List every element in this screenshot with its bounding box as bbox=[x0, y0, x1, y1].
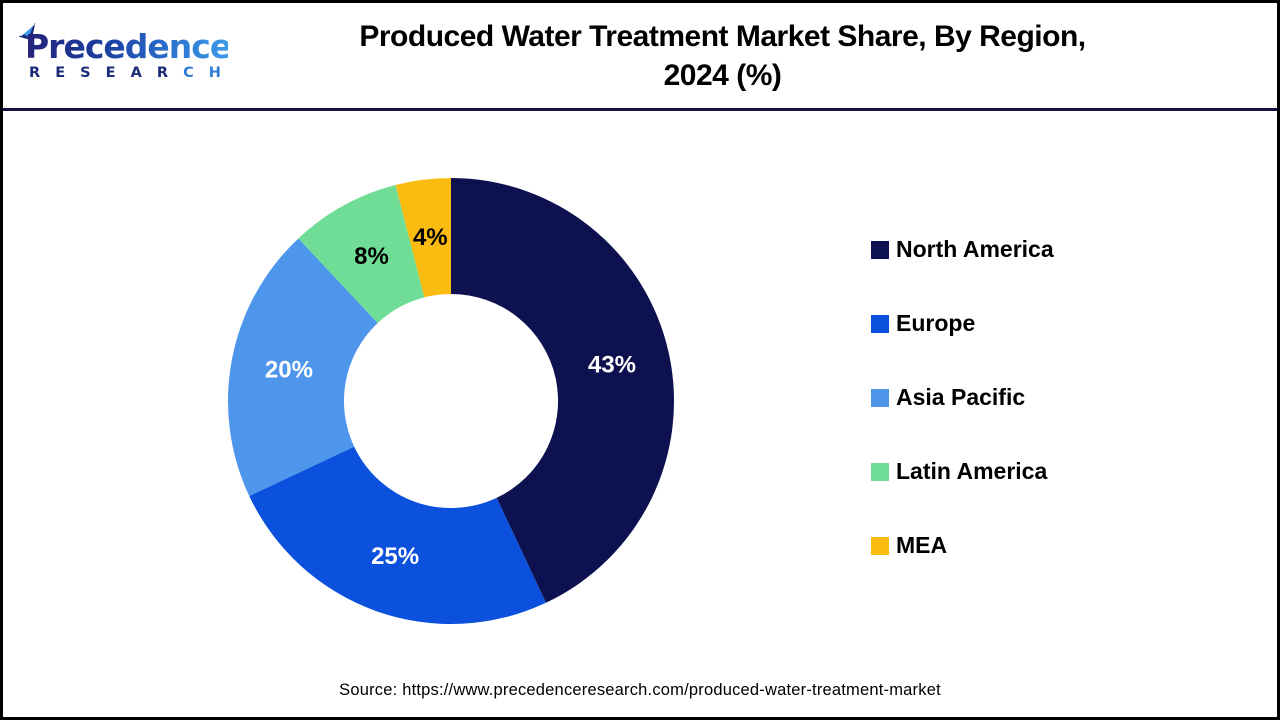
legend-label-asia-pacific: Asia Pacific bbox=[896, 384, 1026, 410]
legend-label-europe: Europe bbox=[896, 310, 976, 336]
legend-swatch-mea bbox=[871, 536, 889, 555]
pie-slice-europe bbox=[249, 446, 546, 625]
logo-research-dark: R E S E A R bbox=[29, 65, 184, 82]
logo-research-light: C H bbox=[183, 65, 226, 82]
legend-item-asia-pacific: Asia Pacific bbox=[871, 384, 1054, 411]
legend-item-mea: MEA bbox=[871, 532, 1054, 559]
slice-label-latin-america: 8% bbox=[354, 243, 389, 270]
logo-research-text: R E S E A R C H bbox=[25, 66, 228, 81]
slice-label-north-america: 43% bbox=[588, 352, 636, 379]
legend-swatch-europe bbox=[871, 314, 889, 333]
slice-label-asia-pacific: 20% bbox=[265, 357, 313, 384]
logo-leaf-icon bbox=[18, 23, 36, 41]
legend-item-north-america: North America bbox=[871, 236, 1054, 263]
legend-swatch-asia-pacific bbox=[871, 388, 889, 407]
legend-item-latin-america: Latin America bbox=[871, 458, 1054, 485]
pie-slice-north-america bbox=[451, 178, 675, 603]
slice-label-europe: 25% bbox=[371, 543, 419, 570]
pie-slice-asia-pacific bbox=[227, 238, 378, 496]
pie-slice-latin-america bbox=[298, 185, 425, 323]
page-title: Produced Water Treatment Market Share, B… bbox=[228, 17, 1277, 95]
legend-label-mea: MEA bbox=[896, 532, 948, 558]
legend-label-latin-america: Latin America bbox=[896, 458, 1048, 484]
page-title-line2: 2024 (%) bbox=[663, 58, 782, 92]
page-title-line1: Produced Water Treatment Market Share, B… bbox=[359, 19, 1086, 53]
source-text: Source: https://www.precedenceresearch.c… bbox=[339, 681, 941, 699]
legend-label-north-america: North America bbox=[896, 236, 1054, 262]
legend-item-europe: Europe bbox=[871, 310, 1054, 337]
legend-swatch-latin-america bbox=[871, 462, 889, 481]
header: Precedence R E S E A R C H Produced Wate… bbox=[3, 3, 1277, 111]
brand-logo: Precedence R E S E A R C H bbox=[3, 23, 232, 81]
slice-label-mea: 4% bbox=[413, 224, 448, 251]
logo-brand-text: Precedence bbox=[25, 27, 232, 67]
chart-legend: North America Europe Asia Pacific Latin Ame… bbox=[871, 236, 1054, 606]
donut-chart: 43% 25% 20% 8% 4% bbox=[227, 178, 675, 625]
legend-swatch-north-america bbox=[871, 240, 889, 259]
pie-slice-mea bbox=[395, 178, 451, 298]
